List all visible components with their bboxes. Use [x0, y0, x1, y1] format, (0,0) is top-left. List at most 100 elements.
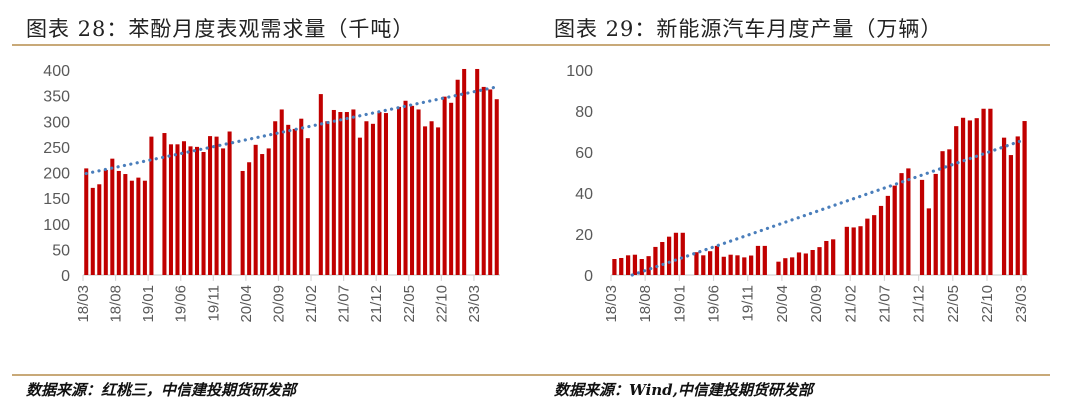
y-tick-label: 250 — [43, 140, 70, 157]
bar — [967, 120, 973, 276]
bar — [449, 102, 454, 275]
x-tick-label: 19/06 — [706, 285, 723, 323]
phenol-demand-chart: 0 50 100 150 200 250 300 350 400 18/03 18/08 19/01 1… — [43, 63, 500, 323]
x-tick-label: 18/03 — [603, 285, 620, 323]
bar — [776, 261, 781, 275]
y-tick-label: 0 — [584, 268, 593, 285]
bar — [103, 169, 108, 275]
bar — [796, 252, 802, 275]
bar — [981, 108, 986, 276]
y-tick-label: 40 — [575, 186, 593, 203]
bar — [749, 255, 754, 275]
bar — [279, 109, 284, 276]
nev-production-chart: 0 20 40 60 80 100 18/03 18/08 19/01 19/06 19/11 20/… — [566, 63, 1030, 323]
bar — [639, 259, 644, 275]
chart-title: 图表 29：新能源汽车月度产量（万辆） — [554, 17, 943, 41]
bar — [666, 236, 672, 275]
x-tick-label: 21/02 — [303, 285, 320, 323]
y-tick-label: 300 — [43, 114, 70, 131]
bar — [370, 123, 375, 275]
y-tick-label: 100 — [566, 63, 593, 80]
bar — [960, 117, 966, 275]
bar — [201, 152, 206, 275]
bar — [974, 118, 979, 275]
x-tick-label: 19/06 — [173, 285, 190, 323]
title-rule — [540, 44, 1050, 46]
bar — [331, 109, 336, 275]
bar — [97, 184, 102, 275]
x-tick-label: 21/02 — [842, 285, 859, 323]
y-tick-label: 100 — [43, 217, 70, 234]
y-tick-label: 60 — [575, 145, 593, 162]
bar — [494, 99, 499, 276]
bar — [123, 174, 128, 275]
bar — [338, 112, 343, 276]
source-rule — [12, 374, 540, 376]
bar — [403, 100, 408, 275]
bar — [221, 148, 226, 275]
trendline — [630, 138, 1027, 277]
x-tick-label: 20/09 — [808, 285, 825, 323]
y-tick-label: 80 — [575, 104, 593, 121]
bar — [872, 215, 877, 275]
bar — [612, 259, 617, 275]
bar — [423, 126, 428, 275]
bar — [701, 255, 706, 275]
bar — [653, 246, 658, 275]
y-tick-label: 200 — [43, 166, 70, 183]
bar — [377, 112, 382, 276]
x-tick-label: 21/07 — [336, 285, 353, 323]
source-note: 数据来源：Wind,中信建投期货研发部 — [554, 381, 813, 399]
bar — [416, 109, 421, 276]
bar — [755, 245, 761, 275]
trendline — [84, 85, 499, 176]
bar — [299, 118, 304, 275]
bar — [632, 254, 638, 275]
y-tick-label: 400 — [43, 63, 70, 80]
bar — [858, 226, 863, 275]
bar — [865, 218, 870, 275]
x-tick-label: 19/01 — [140, 285, 157, 323]
bar — [436, 127, 441, 276]
bar — [475, 68, 480, 275]
x-tick-label: 22/10 — [979, 285, 996, 323]
bar — [247, 162, 252, 275]
bar — [721, 256, 726, 275]
y-tick-label: 20 — [575, 227, 593, 244]
bar — [728, 254, 733, 275]
bar — [292, 128, 297, 275]
bar — [899, 173, 904, 275]
bar — [906, 168, 911, 275]
bar — [429, 121, 434, 275]
bar — [273, 121, 278, 275]
bar — [810, 249, 815, 275]
bar — [735, 255, 740, 275]
bar — [824, 240, 829, 275]
bar — [462, 68, 467, 275]
x-tick-label: 21/07 — [876, 285, 893, 323]
bar — [84, 168, 89, 275]
bar — [926, 208, 931, 275]
x-tick-label: 19/11 — [205, 285, 222, 321]
chart-panel-nev: 图表 29：新能源汽车月度产量（万辆） 0 20 40 60 80 100 18/03 18/… — [540, 0, 1080, 406]
bar — [947, 149, 952, 275]
bar — [488, 89, 493, 275]
bar — [253, 144, 258, 275]
bar — [892, 185, 897, 275]
title-rule — [12, 44, 540, 46]
bar — [162, 133, 167, 275]
x-tick-label: 18/08 — [108, 285, 125, 323]
bar — [714, 245, 720, 275]
bar — [844, 226, 849, 275]
y-tick-label: 0 — [61, 268, 70, 285]
x-tick-label: 18/08 — [637, 285, 654, 323]
bar — [625, 255, 631, 275]
bar — [940, 151, 945, 275]
y-tick-label: 50 — [52, 242, 70, 259]
bar — [885, 195, 890, 275]
bar — [396, 106, 402, 276]
bar — [305, 138, 310, 275]
y-tick-label: 150 — [43, 191, 70, 208]
bar — [260, 154, 265, 275]
bar — [919, 179, 925, 275]
